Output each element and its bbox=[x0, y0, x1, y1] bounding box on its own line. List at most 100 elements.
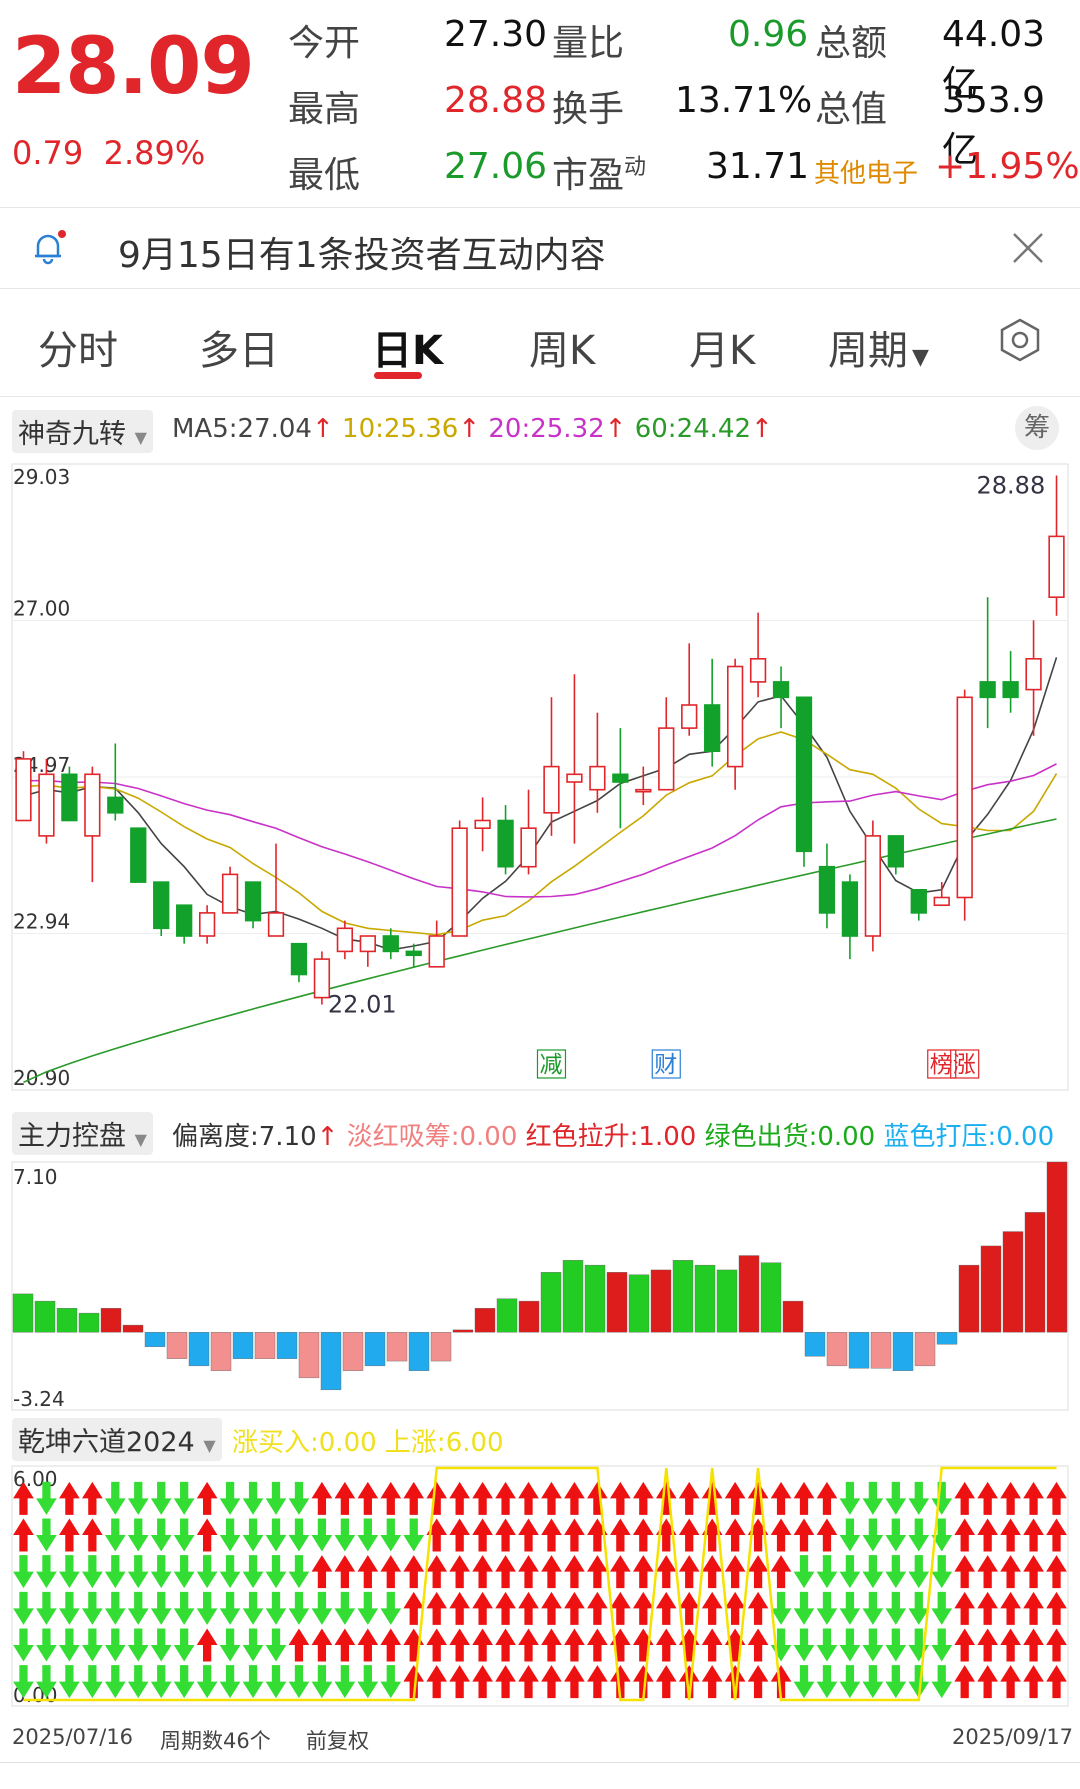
chip-distribution-button[interactable]: 筹 bbox=[1015, 406, 1059, 450]
kline-indicator-select[interactable]: 神奇九转 ▼ bbox=[12, 410, 153, 453]
candle-body bbox=[681, 704, 698, 729]
arrow-down-icon bbox=[196, 1591, 218, 1625]
power-bar bbox=[144, 1332, 166, 1347]
arrow-down-icon bbox=[150, 1591, 172, 1625]
bell-icon bbox=[28, 228, 68, 268]
arrow-up-icon bbox=[403, 1555, 425, 1589]
tab-multi-day[interactable]: 多日 bbox=[199, 328, 279, 374]
arrow-up-icon bbox=[1000, 1481, 1021, 1515]
arrow-up-icon bbox=[311, 1481, 333, 1515]
y-axis-label: 27.00 bbox=[13, 597, 70, 621]
arrow-up-icon bbox=[724, 1591, 746, 1625]
arrow-up-icon bbox=[701, 1555, 723, 1589]
event-marker-box bbox=[651, 1049, 681, 1079]
kline-chart[interactable]: 29.0327.0024.9722.9420.9028.8822.01减财榜涨 bbox=[0, 450, 1080, 1105]
stat-low-label: 最低 bbox=[288, 155, 361, 196]
power-bar bbox=[958, 1264, 980, 1333]
arrow-down-icon bbox=[104, 1555, 126, 1589]
stat-pe-label: 市盈动 bbox=[552, 155, 647, 196]
power-chart[interactable]: 7.10 -3.24 bbox=[0, 1152, 1080, 1414]
start-date: 2025/07/16 bbox=[12, 1725, 134, 1749]
arrow-up-icon bbox=[564, 1591, 585, 1625]
candle-body bbox=[887, 835, 904, 868]
arrow-up-icon bbox=[564, 1665, 585, 1699]
rise-value: 6.00 bbox=[445, 1428, 504, 1458]
power-indicator-select[interactable]: 主力控盘 ▼ bbox=[12, 1112, 153, 1155]
chevron-down-icon: ▼ bbox=[134, 1130, 147, 1149]
tab-monthly-k[interactable]: 月K bbox=[689, 328, 756, 374]
arrow-down-icon bbox=[793, 1628, 815, 1662]
candle-body bbox=[772, 681, 790, 699]
candle-body bbox=[267, 912, 285, 937]
arrow-up-icon bbox=[701, 1628, 723, 1662]
notice-message[interactable]: 9月15日有1条投资者互动内容 bbox=[118, 235, 606, 276]
arrow-up-icon bbox=[449, 1665, 470, 1699]
arrow-up-icon bbox=[426, 1628, 448, 1662]
arrow-down-icon bbox=[59, 1555, 80, 1589]
arrow-down-icon bbox=[150, 1555, 172, 1589]
arrow-up-icon bbox=[472, 1555, 493, 1589]
arrow-up-icon bbox=[655, 1665, 677, 1699]
tab-period[interactable]: 周期 ▼ bbox=[828, 328, 929, 374]
tab-daily-k[interactable]: 日K bbox=[372, 328, 443, 374]
candle-body bbox=[474, 819, 491, 830]
arrow-up-icon bbox=[678, 1665, 700, 1699]
arrow-down-icon bbox=[931, 1518, 953, 1552]
arrow-up-icon bbox=[1023, 1628, 1044, 1662]
arrow-up-icon bbox=[1023, 1518, 1044, 1552]
sector-name[interactable]: 其他电子 bbox=[814, 159, 919, 189]
arrow-up-icon bbox=[954, 1591, 976, 1625]
settings-hexagon-icon[interactable] bbox=[996, 316, 1044, 364]
power-bar bbox=[342, 1332, 364, 1371]
signal-line bbox=[23, 1466, 1057, 1702]
candle-body bbox=[910, 889, 927, 914]
arrow-up-icon bbox=[1046, 1518, 1067, 1552]
qiankun-chart[interactable]: 6.000.00 bbox=[0, 1458, 1080, 1718]
arrow-down-icon bbox=[82, 1628, 103, 1662]
arrow-up-icon: ↑ bbox=[316, 1122, 339, 1152]
power-bar bbox=[386, 1332, 408, 1362]
arrow-up-icon bbox=[82, 1481, 103, 1515]
arrow-up-icon bbox=[701, 1665, 723, 1699]
power-bar bbox=[100, 1308, 122, 1333]
power-bar bbox=[210, 1332, 232, 1371]
close-icon[interactable] bbox=[1010, 230, 1046, 266]
arrow-down-icon bbox=[931, 1665, 953, 1699]
arrow-up-icon bbox=[472, 1665, 493, 1699]
arrow-up-icon bbox=[449, 1481, 470, 1515]
arrow-down-icon bbox=[219, 1665, 241, 1699]
power-bar bbox=[628, 1274, 650, 1333]
arrow-up-icon bbox=[701, 1591, 723, 1625]
arrow-up-icon bbox=[518, 1481, 539, 1515]
power-bar bbox=[782, 1300, 804, 1333]
arrow-up-icon bbox=[655, 1555, 677, 1589]
arrow-up-icon bbox=[403, 1665, 425, 1699]
tab-intraday[interactable]: 分时 bbox=[38, 328, 118, 374]
arrow-down-icon bbox=[242, 1481, 264, 1515]
arrow-up-icon bbox=[747, 1628, 769, 1662]
power-bar bbox=[320, 1332, 342, 1391]
candle-body bbox=[61, 773, 78, 822]
arrow-up-icon bbox=[311, 1628, 333, 1662]
arrow-up-icon bbox=[587, 1555, 608, 1589]
arrow-down-icon bbox=[816, 1591, 838, 1625]
arrow-up-icon bbox=[495, 1665, 516, 1699]
arrow-down-icon bbox=[793, 1665, 815, 1699]
arrow-up-icon bbox=[426, 1481, 448, 1515]
arrow-up-icon bbox=[610, 1591, 631, 1625]
candle-body bbox=[658, 727, 675, 791]
arrow-down-icon bbox=[288, 1665, 310, 1699]
arrow-down-icon bbox=[36, 1665, 57, 1699]
change-percent: 2.89% bbox=[103, 134, 206, 172]
candle-body bbox=[841, 881, 859, 937]
arrow-down-icon bbox=[334, 1665, 356, 1699]
adjust-mode[interactable]: 前复权 bbox=[306, 1729, 369, 1753]
blue-press-value: 0.00 bbox=[996, 1122, 1055, 1152]
arrow-down-icon bbox=[816, 1628, 838, 1662]
qiankun-indicator-select[interactable]: 乾坤六道2024 ▼ bbox=[12, 1418, 222, 1461]
arrow-down-icon bbox=[908, 1591, 930, 1625]
power-bar bbox=[254, 1332, 276, 1359]
arrow-down-icon bbox=[13, 1665, 34, 1699]
ma-legend: MA5:27.04↑ 10:25.36↑ 20:25.32↑ 60:24.42↑ bbox=[172, 414, 773, 444]
tab-weekly-k[interactable]: 周K bbox=[529, 328, 596, 374]
